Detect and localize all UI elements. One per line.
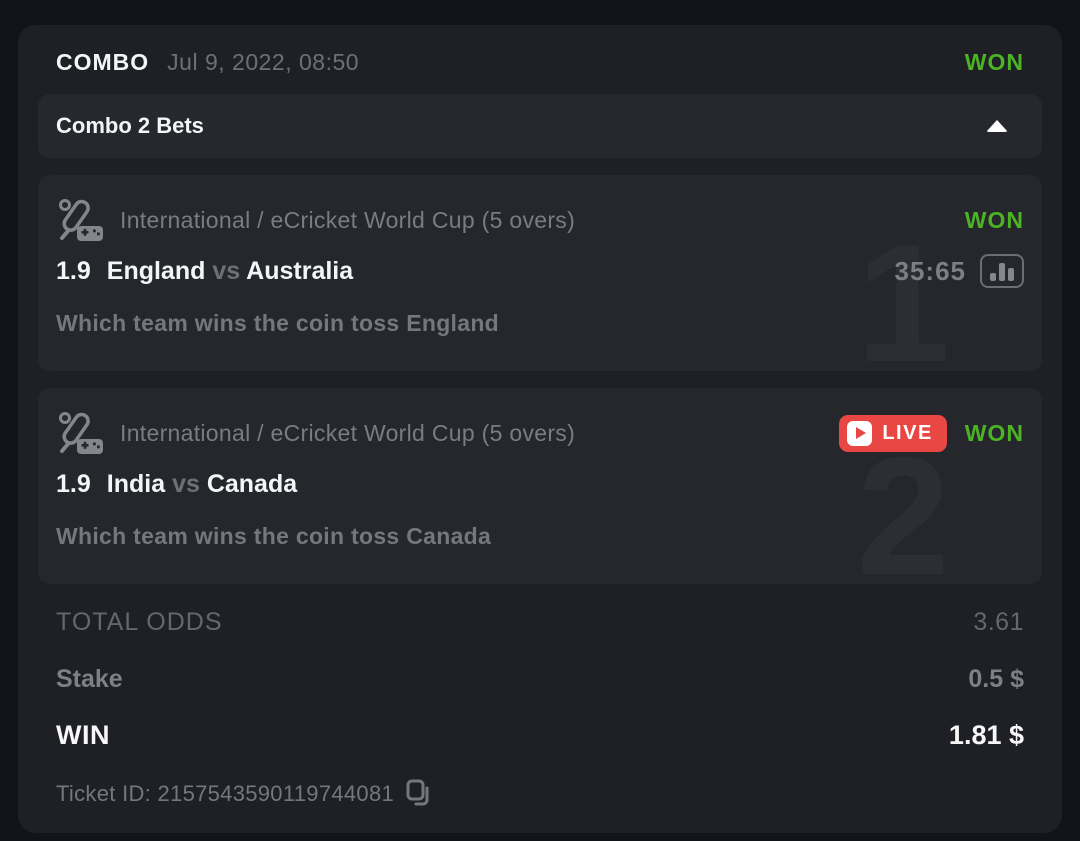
- live-badge: LIVE: [839, 414, 947, 452]
- bet1-teams-row: 1.9 England vs Australia 35:65: [56, 251, 1024, 291]
- bet1-league-row: International / eCricket World Cup (5 ov…: [56, 197, 1024, 243]
- ticket-id-row: Ticket ID: 2157543590119744081: [56, 779, 1024, 808]
- bet1-home-team: England: [106, 256, 206, 285]
- bet1-market-selection: Which team wins the coin toss England: [56, 309, 500, 336]
- bet-ticket-card: COMBO Jul 9, 2022, 08:50 WON Combo 2 Bet…: [18, 25, 1062, 833]
- bet1-away-team: Australia: [246, 256, 354, 285]
- combo-bar-label: Combo 2 Bets: [56, 113, 204, 138]
- ticket-id-label: Ticket ID: 2157543590119744081: [56, 780, 395, 806]
- play-icon: [847, 420, 873, 446]
- bet2-vs-label: vs: [172, 469, 207, 498]
- combo-collapse-bar[interactable]: Combo 2 Bets: [38, 94, 1042, 158]
- bet2-away-team: Canada: [206, 469, 298, 498]
- bet2-market-selection: Which team wins the coin toss Canada: [56, 522, 492, 549]
- ecricket-bat-gamepad-icon: [56, 410, 106, 456]
- bet-number-watermark: 2: [856, 422, 950, 584]
- bet-card-1: 1 International / eCricket World Cup (5 …: [38, 175, 1042, 371]
- live-badge-label: LIVE: [882, 421, 933, 444]
- total-odds-label: TOTAL ODDS: [56, 608, 223, 636]
- bet2-market-row: Which team wins the coin toss Canada: [56, 520, 1024, 552]
- copy-icon[interactable]: [406, 779, 433, 808]
- stake-value: 0.5 $: [968, 665, 1024, 693]
- stake-row: Stake 0.5 $: [56, 665, 1024, 694]
- bet2-league-row: International / eCricket World Cup (5 ov…: [56, 410, 1024, 456]
- bet1-league-label: International / eCricket World Cup (5 ov…: [120, 206, 576, 233]
- bet2-status-badge: WON: [964, 419, 1024, 446]
- bet1-vs-label: vs: [212, 256, 247, 285]
- win-label: WIN: [56, 720, 110, 750]
- total-odds-value: 3.61: [973, 608, 1024, 636]
- bet1-matchup: England vs Australia: [107, 257, 353, 286]
- win-value: 1.81 $: [948, 720, 1024, 750]
- win-row: WIN 1.81 $: [56, 720, 1024, 751]
- bet1-score: 35:65: [894, 255, 966, 286]
- ecricket-bat-gamepad-icon: [56, 197, 106, 243]
- bet2-odds: 1.9: [56, 469, 91, 498]
- bet-date: Jul 9, 2022, 08:50: [167, 49, 360, 75]
- bet1-status-badge: WON: [964, 206, 1024, 233]
- bet2-matchup: India vs Canada: [107, 470, 297, 499]
- bet2-league-label: International / eCricket World Cup (5 ov…: [120, 419, 576, 446]
- bet1-odds: 1.9: [56, 256, 91, 285]
- ticket-header: COMBO Jul 9, 2022, 08:50 WON: [18, 25, 1062, 94]
- stake-label: Stake: [56, 665, 123, 693]
- bet2-home-team: India: [106, 469, 166, 498]
- chevron-up-icon[interactable]: [986, 120, 1008, 132]
- bet-number-watermark: 1: [856, 209, 950, 371]
- bar-chart-icon[interactable]: [980, 254, 1024, 288]
- bet1-market-row: Which team wins the coin toss England: [56, 307, 1024, 339]
- bet2-teams-row: 1.9 India vs Canada: [56, 464, 1024, 504]
- ticket-status-badge: WON: [964, 49, 1024, 75]
- total-odds-row: TOTAL ODDS 3.61: [56, 608, 1024, 637]
- bet-type-label: COMBO: [56, 49, 150, 75]
- ticket-summary: TOTAL ODDS 3.61 Stake 0.5 $ WIN 1.81 $ T…: [18, 608, 1062, 808]
- bet-card-2: 2 International / eCricket World Cup (5 …: [38, 388, 1042, 584]
